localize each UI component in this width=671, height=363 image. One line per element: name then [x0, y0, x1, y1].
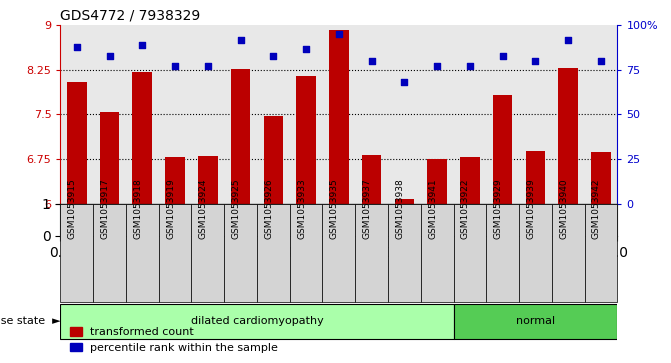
Point — [497, 53, 508, 58]
Text: GSM1053940: GSM1053940 — [559, 178, 568, 239]
Text: GSM1053939: GSM1053939 — [527, 178, 535, 239]
Text: GSM1053937: GSM1053937 — [362, 178, 372, 239]
Bar — [198, 156, 217, 204]
Text: GSM1053929: GSM1053929 — [494, 178, 503, 239]
FancyBboxPatch shape — [93, 204, 126, 302]
FancyBboxPatch shape — [421, 204, 454, 302]
Point — [203, 64, 213, 69]
Bar — [525, 151, 546, 204]
Text: GSM1053924: GSM1053924 — [199, 178, 208, 239]
Bar — [297, 76, 316, 204]
Point — [399, 79, 410, 85]
Text: GSM1053933: GSM1053933 — [297, 178, 306, 239]
Bar — [67, 82, 87, 204]
Text: GSM1053938: GSM1053938 — [395, 178, 405, 239]
Point — [104, 53, 115, 58]
Text: GDS4772 / 7938329: GDS4772 / 7938329 — [60, 9, 201, 23]
FancyBboxPatch shape — [552, 204, 584, 302]
FancyBboxPatch shape — [126, 204, 158, 302]
Point — [530, 58, 541, 64]
Bar — [493, 95, 513, 204]
Bar — [362, 155, 381, 204]
Bar — [558, 68, 578, 204]
Legend: transformed count, percentile rank within the sample: transformed count, percentile rank withi… — [66, 323, 282, 358]
FancyBboxPatch shape — [60, 204, 93, 302]
Text: normal: normal — [516, 316, 555, 326]
Point — [268, 53, 278, 58]
Point — [301, 46, 311, 52]
FancyBboxPatch shape — [257, 204, 290, 302]
Point — [596, 58, 607, 64]
Bar — [132, 72, 152, 204]
FancyBboxPatch shape — [454, 204, 486, 302]
FancyBboxPatch shape — [60, 303, 454, 339]
Bar — [427, 159, 447, 204]
Text: GSM1053918: GSM1053918 — [134, 178, 142, 239]
Bar — [264, 116, 283, 204]
FancyBboxPatch shape — [388, 204, 421, 302]
Text: GSM1053922: GSM1053922 — [461, 178, 470, 239]
Text: GSM1053915: GSM1053915 — [68, 178, 76, 239]
Point — [71, 44, 82, 50]
Bar — [460, 157, 480, 204]
Text: GSM1053941: GSM1053941 — [428, 178, 437, 239]
Text: dilated cardiomyopathy: dilated cardiomyopathy — [191, 316, 323, 326]
Point — [366, 58, 377, 64]
Point — [464, 64, 475, 69]
FancyBboxPatch shape — [224, 204, 257, 302]
Text: GSM1053942: GSM1053942 — [592, 178, 601, 239]
Bar — [231, 69, 250, 204]
FancyBboxPatch shape — [158, 204, 191, 302]
Bar — [100, 111, 119, 204]
Bar — [329, 29, 349, 204]
Point — [563, 37, 574, 42]
Text: disease state  ►: disease state ► — [0, 316, 60, 326]
FancyBboxPatch shape — [584, 204, 617, 302]
Point — [170, 64, 180, 69]
Text: GSM1053925: GSM1053925 — [231, 178, 241, 239]
Text: GSM1053926: GSM1053926 — [264, 178, 273, 239]
Text: GSM1053917: GSM1053917 — [101, 178, 109, 239]
Bar — [395, 199, 414, 204]
FancyBboxPatch shape — [519, 204, 552, 302]
Bar — [591, 152, 611, 204]
Point — [236, 37, 246, 42]
Point — [137, 42, 148, 48]
FancyBboxPatch shape — [191, 204, 224, 302]
Point — [431, 64, 442, 69]
FancyBboxPatch shape — [355, 204, 388, 302]
FancyBboxPatch shape — [486, 204, 519, 302]
FancyBboxPatch shape — [454, 303, 617, 339]
FancyBboxPatch shape — [323, 204, 355, 302]
FancyBboxPatch shape — [290, 204, 323, 302]
Point — [333, 32, 344, 37]
Text: GSM1053919: GSM1053919 — [166, 178, 175, 239]
Bar — [165, 157, 185, 204]
Text: GSM1053935: GSM1053935 — [330, 178, 339, 239]
